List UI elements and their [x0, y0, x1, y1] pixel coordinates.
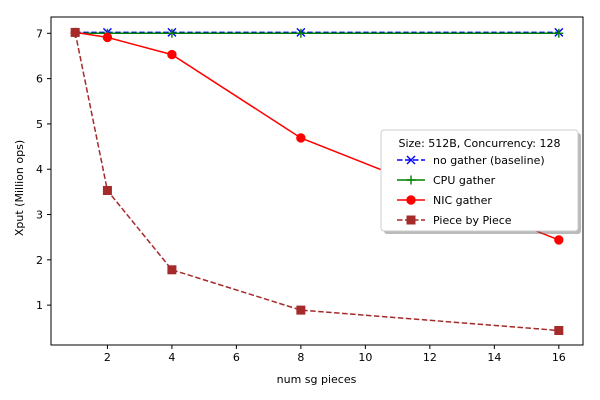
x-tick-label: 2: [104, 351, 111, 364]
data-point: [554, 326, 564, 336]
data-point: [167, 49, 177, 60]
series-4: [70, 27, 564, 336]
x-tick-label: 10: [358, 351, 372, 364]
y-tick-label: 2: [36, 254, 43, 267]
x-tick-label: 6: [233, 351, 240, 364]
legend-swatch-marker: [406, 155, 416, 165]
y-axis: 1 2 3 4 5 6 7: [36, 27, 51, 312]
data-point: [167, 28, 177, 38]
legend: Size: 512B, Concurrency: 128 no gather (…: [380, 129, 581, 234]
x-tick-label: 4: [168, 351, 175, 364]
series-line: [74, 32, 559, 332]
y-tick-label: 5: [36, 118, 43, 131]
y-tick-label: 1: [36, 299, 43, 312]
data-point: [554, 235, 564, 245]
data-point: [296, 305, 306, 315]
data-point: [554, 28, 564, 38]
x-tick-label: 8: [297, 351, 304, 364]
plot-frame: [50, 16, 584, 346]
legend-entry: Piece by Piece: [397, 214, 512, 227]
legend-label: NIC gather: [433, 194, 492, 207]
legend-entries: no gather (baseline) CPU gather NIC gather…: [397, 154, 545, 227]
x-axis: 2 4 6 8 10 12 14 16: [104, 345, 566, 364]
legend-title: Size: 512B, Concurrency: 128: [398, 137, 560, 150]
legend-label: no gather (baseline): [433, 154, 545, 167]
legend-swatch-marker: [406, 175, 416, 185]
x-tick-label: 14: [487, 351, 501, 364]
legend-label: CPU gather: [433, 174, 496, 187]
plot-area: [50, 16, 584, 346]
legend-swatch-marker: [406, 195, 416, 205]
x-axis-label: num sg pieces: [277, 373, 357, 386]
series-layer: [70, 27, 564, 336]
data-point: [102, 32, 113, 43]
data-point: [296, 133, 306, 143]
series-1: [70, 27, 564, 37]
x-tick-label: 16: [552, 351, 566, 364]
legend-entry: NIC gather: [397, 194, 492, 207]
legend-entry: CPU gather: [397, 174, 496, 187]
y-axis-label: Xput (Million ops): [13, 140, 26, 236]
data-point: [102, 186, 112, 196]
data-point: [167, 265, 177, 275]
legend-entry: no gather (baseline): [397, 154, 545, 167]
legend-box: [380, 129, 579, 232]
data-point: [70, 27, 80, 37]
legend-label: Piece by Piece: [433, 214, 512, 227]
data-point: [296, 28, 306, 38]
y-tick-label: 3: [36, 209, 43, 222]
y-tick-label: 6: [36, 73, 43, 86]
x-tick-label: 12: [423, 351, 437, 364]
y-tick-label: 7: [36, 27, 43, 40]
legend-swatch-marker: [406, 215, 416, 225]
y-tick-label: 4: [36, 163, 43, 176]
series-2: [70, 28, 564, 38]
